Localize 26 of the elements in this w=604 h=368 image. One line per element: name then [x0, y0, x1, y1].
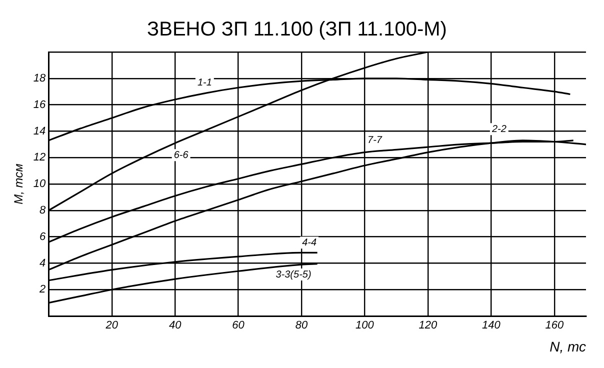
series-label: 3-3(5-5)	[276, 269, 312, 280]
x-tick-label: 40	[168, 320, 182, 332]
chart-title: ЗВЕНО ЗП 11.100 (ЗП 11.100-М)	[147, 18, 447, 41]
y-tick-label: 12	[33, 152, 46, 164]
x-tick-label: 20	[104, 320, 119, 332]
series-label: 2-2	[490, 124, 507, 135]
y-tick-label: 18	[33, 72, 47, 84]
y-tick-label: 2	[38, 284, 46, 296]
x-tick-label: 60	[232, 320, 246, 332]
series-label: 1-1	[197, 78, 212, 89]
y-tick-label: 16	[33, 98, 47, 111]
series-label: 4-4	[302, 237, 317, 248]
y-tick-label: 4	[40, 257, 46, 270]
y-tick-label: 8	[40, 204, 47, 216]
x-axis-title: N, тс	[550, 338, 586, 354]
y-axis-title: M, тсм	[12, 164, 26, 204]
series-label: 6-6	[174, 150, 189, 161]
y-tick-label: 6	[40, 230, 47, 243]
y-tick-label: 14	[33, 125, 46, 138]
x-tick-label: 120	[418, 320, 438, 332]
x-tick-label: 80	[295, 320, 309, 332]
x-tick-label: 160	[545, 320, 564, 332]
y-tick-label: 10	[33, 178, 47, 190]
series-label: 7-7	[368, 135, 382, 146]
x-tick-label: 140	[482, 320, 502, 332]
x-tick-label: 100	[356, 320, 375, 332]
